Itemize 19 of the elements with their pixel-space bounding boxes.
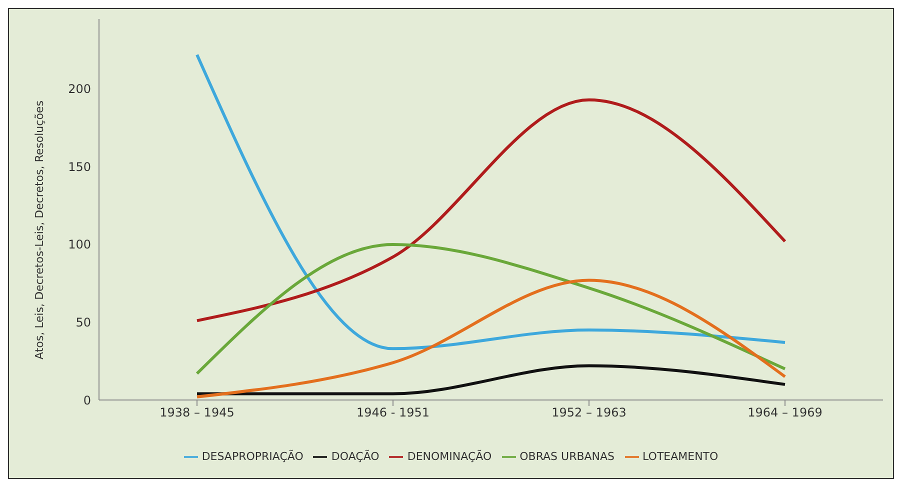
line-series	[196, 242, 786, 376]
line-series	[196, 98, 786, 322]
legend-label: LOTEAMENTO	[642, 450, 718, 464]
line-series	[196, 278, 786, 398]
legend-label: DOAÇÃO	[331, 450, 380, 464]
legend-label: OBRAS URBANAS	[520, 450, 615, 464]
y-axis-title: Atos, Leis, Decretos-Leis, Decretos, Resoluções	[32, 100, 46, 360]
x-tick-label: 1952 – 1963	[552, 406, 626, 420]
x-tick-label: 1964 – 1969	[748, 406, 822, 420]
y-tick-label: 200	[68, 82, 91, 96]
y-tick-label: 100	[68, 238, 91, 252]
legend-label: DESAPROPRIAÇÃO	[202, 450, 304, 464]
y-tick-label: 0	[83, 393, 91, 408]
y-tick-label: 150	[68, 160, 91, 174]
legend-label: DENOMINAÇÃO	[407, 450, 492, 464]
x-tick-label: 1938 – 1945	[160, 406, 234, 420]
x-tick-label: 1946 - 1951	[356, 406, 430, 420]
line-series	[196, 53, 786, 350]
y-tick-label: 50	[76, 316, 91, 330]
